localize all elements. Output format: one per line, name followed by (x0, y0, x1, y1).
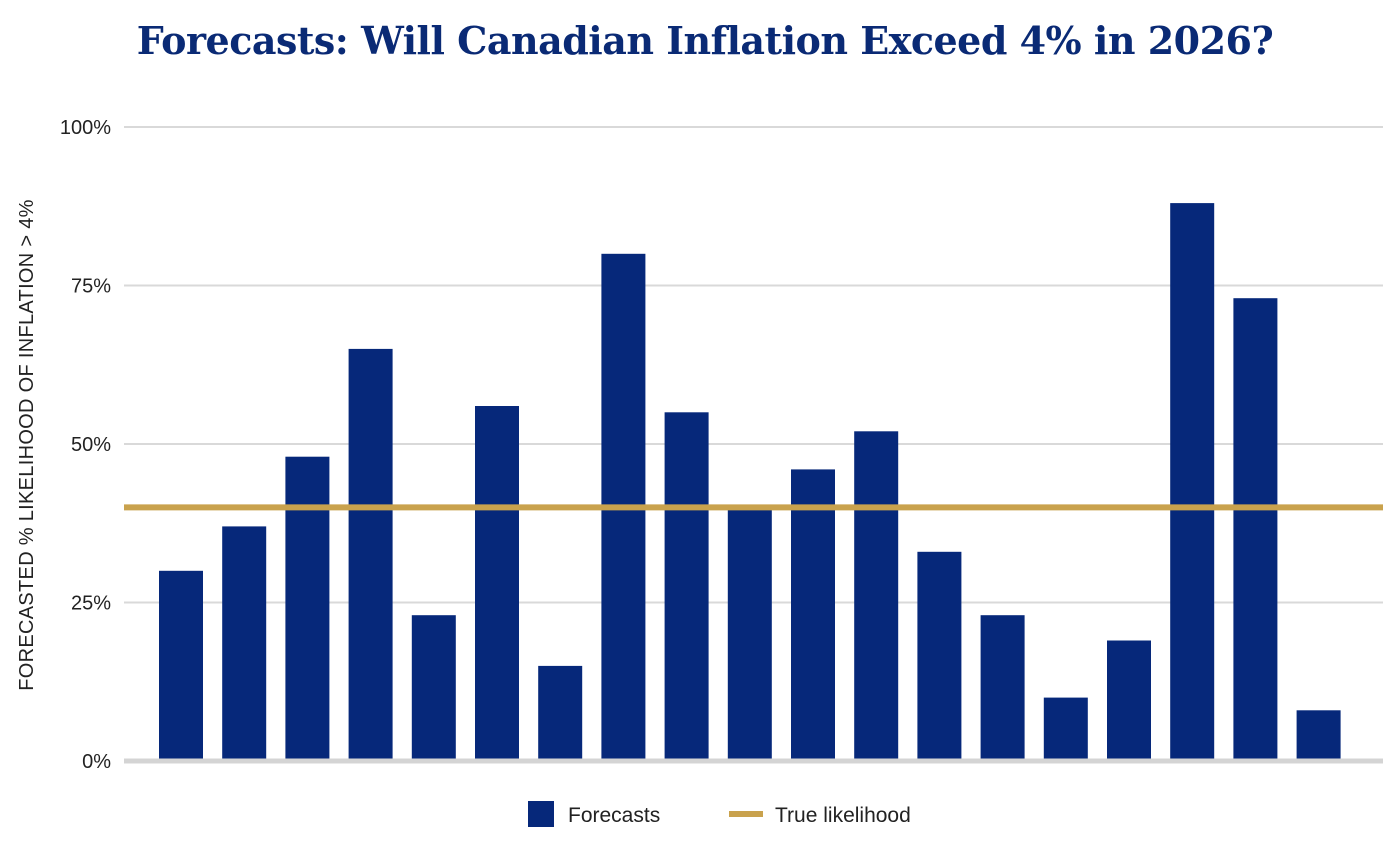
y-tick-label: 75% (71, 276, 111, 298)
bar (475, 406, 519, 759)
bar (791, 469, 835, 759)
bar (727, 507, 772, 759)
bar (1107, 640, 1151, 759)
bar (854, 431, 899, 759)
forecast-bars (159, 203, 1341, 760)
bar (980, 615, 1025, 759)
bar (285, 456, 330, 759)
bar (411, 615, 456, 759)
bar (664, 412, 709, 759)
bar (1296, 710, 1341, 759)
legend: Forecasts True likelihood (528, 801, 911, 827)
chart-title: Forecasts: Will Canadian Inflation Excee… (136, 18, 1274, 63)
bar (1043, 697, 1088, 759)
legend-label-forecasts: Forecasts (568, 804, 660, 827)
bar (222, 526, 267, 759)
y-tick-label: 25% (71, 593, 111, 615)
y-tick-labels: 0% 25% 50% 75% 100% (60, 117, 111, 773)
legend-swatch-true-likelihood (729, 811, 763, 817)
y-tick-label: 100% (60, 117, 111, 139)
y-tick-label: 50% (71, 434, 111, 456)
legend-label-true-likelihood: True likelihood (775, 804, 911, 827)
bar (917, 551, 962, 759)
y-tick-label: 0% (82, 751, 111, 773)
legend-swatch-forecasts (528, 801, 554, 827)
bar (348, 348, 393, 759)
bar (1170, 203, 1215, 760)
y-axis-label: FORECASTED % LIKELIHOOD OF INFLATION > 4… (16, 199, 38, 690)
bar (538, 665, 583, 759)
bar (159, 570, 203, 759)
bar (1233, 298, 1278, 759)
